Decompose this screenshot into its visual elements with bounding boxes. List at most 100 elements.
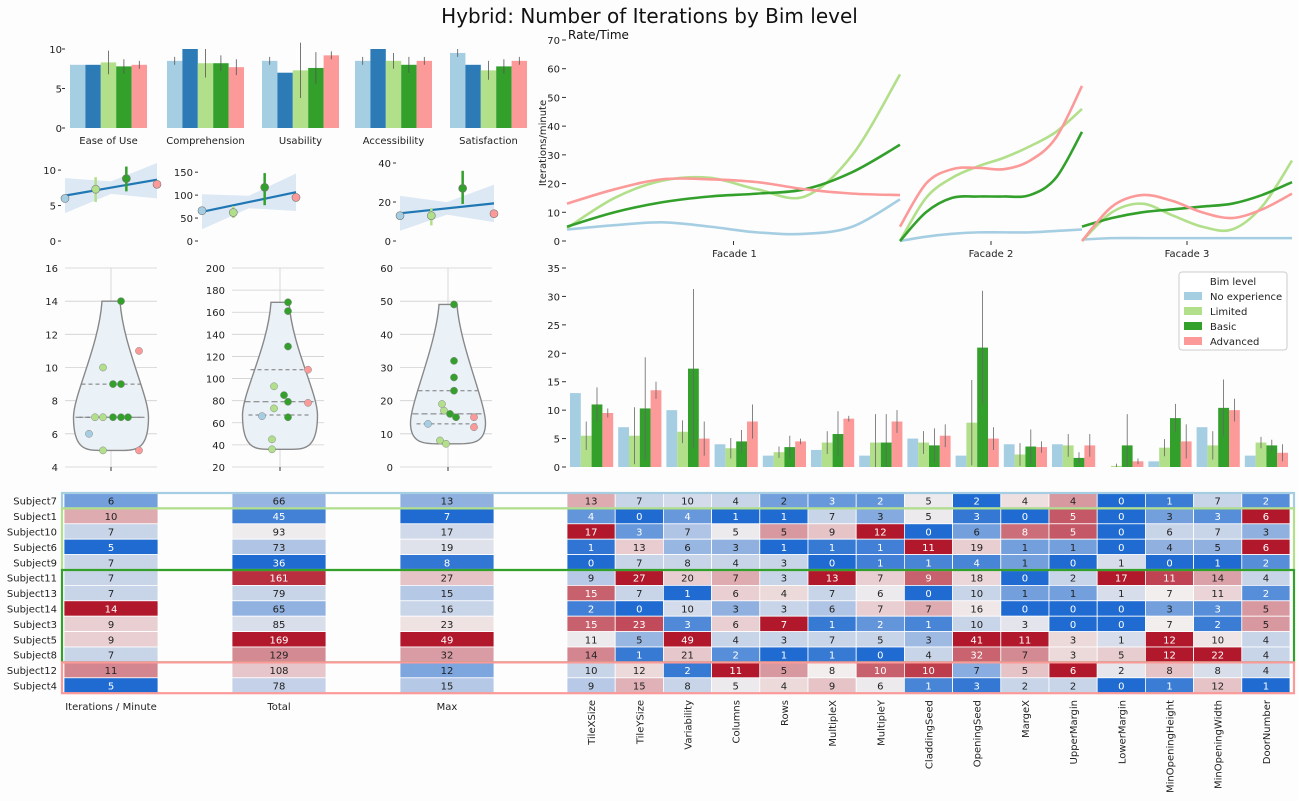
heatmap-param-value: 3 (1070, 635, 1076, 646)
violin-point (450, 300, 458, 309)
heatmap-param-value: 7 (636, 558, 642, 569)
survey-bar (308, 67, 324, 128)
survey-bar (323, 55, 339, 128)
heatmap-param-value: 10 (970, 589, 983, 600)
heatmap-param-value: 6 (974, 528, 980, 539)
heatmap-param-value: 0 (1070, 558, 1076, 569)
heatmap-param-value: 8 (684, 682, 690, 693)
figure-title: Hybrid: Number of Iterations by Bim leve… (441, 4, 858, 28)
legend-entry-label: Basic (1210, 322, 1236, 333)
heatmap-param-value: 5 (1070, 512, 1076, 523)
regression-point (291, 193, 301, 202)
rate-series-line (899, 131, 1084, 242)
params-bar (570, 393, 581, 467)
heatmap-summary-value: 13 (441, 497, 454, 508)
heatmap-param-value: 9 (829, 528, 835, 539)
heatmap-param-value: 8 (684, 558, 690, 569)
heatmap-param-value: 1 (1263, 682, 1269, 693)
heatmap-param-value: 3 (733, 543, 739, 554)
heatmap-param-value: 0 (588, 558, 594, 569)
regression-point (427, 211, 436, 220)
heatmap-param-column-label: TileXSize (587, 700, 598, 746)
regression-ytick-label: 0 (187, 237, 193, 248)
rate-ytick-label: 0 (554, 237, 560, 248)
survey-category-label: Satisfaction (459, 136, 518, 147)
violin-ytick-label: 180 (206, 286, 225, 297)
heatmap-summary-value: 8 (444, 558, 450, 569)
survey-bar (511, 60, 527, 128)
heatmap-param-value: 6 (1070, 666, 1076, 677)
heatmap-param-value: 11 (1211, 589, 1224, 600)
violin-ytick-label: 10 (45, 364, 58, 375)
heatmap-param-column-label: Rows (780, 700, 791, 726)
heatmap-param-value: 0 (636, 605, 642, 616)
survey-bar (116, 66, 132, 128)
heatmap-param-value: 11 (729, 666, 742, 677)
params-ytick-label: 5 (554, 435, 560, 446)
heatmap-param-value: 2 (1070, 574, 1076, 585)
params-bar (939, 435, 951, 467)
rate-chart-title: Rate/Time (568, 28, 629, 42)
regression-line (399, 202, 495, 215)
heatmap-param-value: 7 (636, 497, 642, 508)
heatmap-param-value: 0 (1070, 605, 1076, 616)
heatmap-param-value: 3 (877, 512, 883, 523)
heatmap-summary-value: 49 (441, 635, 454, 646)
heatmap-summary-value: 23 (441, 620, 454, 631)
heatmap-param-value: 1 (1166, 497, 1172, 508)
heatmap-param-value: 16 (970, 605, 983, 616)
rate-series-line (1081, 180, 1293, 228)
legend-entry-label: Advanced (1210, 337, 1259, 348)
heatmap-summary-value: 108 (269, 666, 288, 677)
params-bar (602, 412, 614, 467)
params-bar (1132, 461, 1144, 467)
rate-ytick-label: 40 (547, 122, 560, 133)
heatmap-summary-value: 79 (273, 589, 286, 600)
heatmap-param-value: 0 (1166, 558, 1172, 569)
params-bar (1196, 427, 1208, 467)
params-ytick-label: 15 (547, 378, 560, 389)
violin-point (268, 445, 276, 454)
params-bar (591, 404, 603, 467)
survey-bar (292, 70, 309, 128)
heatmap-param-value: 32 (970, 651, 983, 662)
violin-point (470, 423, 478, 432)
heatmap-param-value: 11 (585, 635, 598, 646)
violin-point (124, 413, 132, 422)
params-bar (1218, 407, 1229, 467)
heatmap-summary-column-label: Iterations / Minute (65, 702, 157, 713)
heatmap-param-value: 3 (781, 605, 787, 616)
regression-point (91, 184, 100, 194)
heatmap-param-value: 4 (1263, 635, 1269, 646)
heatmap-param-value: 0 (1118, 605, 1124, 616)
heatmap-param-value: 6 (877, 682, 883, 693)
heatmap-param-value: 8 (1022, 528, 1028, 539)
legend-swatch (1184, 322, 1202, 330)
heatmap-summary-value: 161 (269, 574, 288, 585)
heatmap-row-label: Subject3 (13, 620, 57, 631)
heatmap-param-value: 7 (925, 605, 931, 616)
heatmap-param-value: 10 (1211, 635, 1224, 646)
heatmap-param-value: 5 (1070, 528, 1076, 539)
heatmap-param-value: 5 (877, 635, 883, 646)
violin-ytick-label: 16 (45, 264, 58, 275)
regression-ytick-label: 10 (43, 166, 56, 177)
violin-point (99, 413, 107, 422)
heatmap-param-value: 5 (1263, 620, 1269, 631)
heatmap-summary-value: 16 (441, 605, 454, 616)
heatmap-param-value: 2 (1263, 558, 1269, 569)
heatmap-summary-value: 32 (441, 651, 454, 662)
heatmap-param-value: 1 (1022, 589, 1028, 600)
heatmap-param-value: 6 (1263, 512, 1269, 523)
params-bar (618, 427, 629, 467)
heatmap-param-value: 7 (1166, 589, 1172, 600)
regression-ytick-label: 20 (378, 198, 391, 209)
survey-bar (370, 49, 386, 128)
violin-ytick-label: 100 (206, 375, 225, 386)
heatmap-param-value: 0 (1118, 528, 1124, 539)
heatmap-param-value: 8 (1215, 666, 1221, 677)
heatmap-summary-column-label: Max (437, 702, 458, 713)
rate-series-line (566, 73, 902, 230)
regression-point (229, 208, 238, 217)
